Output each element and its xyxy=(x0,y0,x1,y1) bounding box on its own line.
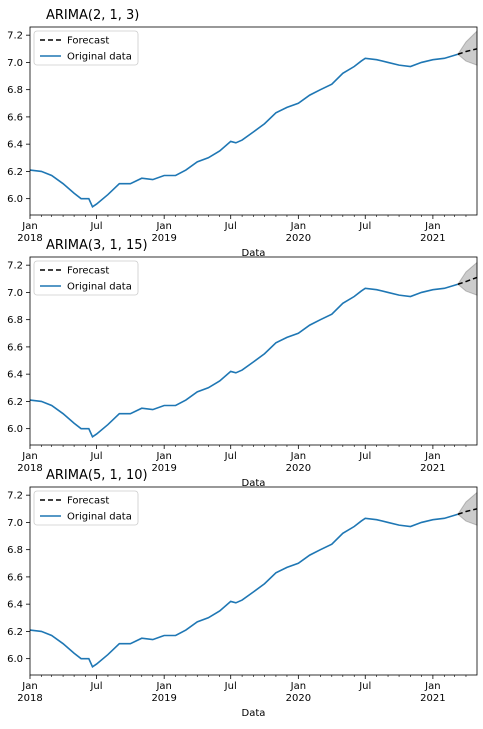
y-tick-label: 7.0 xyxy=(7,58,23,69)
y-tick-label: 6.4 xyxy=(7,600,23,611)
x-tick-month-label: Jul xyxy=(89,221,102,232)
x-tick-month-label: Jan xyxy=(155,681,171,692)
y-tick-label: 6.0 xyxy=(7,424,23,435)
x-tick-year-label: 2019 xyxy=(151,693,176,704)
x-tick-year-label: 2021 xyxy=(420,693,445,704)
x-tick-month-label: Jan xyxy=(290,221,306,232)
forecast-line xyxy=(457,508,478,515)
plot-frame xyxy=(29,26,478,216)
y-tick-label: 6.4 xyxy=(7,140,23,151)
x-tick-month-label: Jan xyxy=(21,451,37,462)
legend-forecast-label: Forecast xyxy=(67,266,109,277)
y-tick-label: 6.8 xyxy=(7,315,23,326)
y-tick-label: 6.2 xyxy=(7,397,23,408)
x-tick-year-label: 2021 xyxy=(420,233,445,244)
x-tick-month-label: Jul xyxy=(224,221,237,232)
x-tick-month-label: Jan xyxy=(290,451,306,462)
y-tick-label: 7.2 xyxy=(7,31,23,42)
x-tick-month-label: Jan xyxy=(424,451,440,462)
legend-original-label: Original data xyxy=(67,512,132,523)
chart-title: ARIMA(3, 1, 15) xyxy=(46,238,148,253)
y-tick-label: 6.8 xyxy=(7,545,23,556)
original-data-line xyxy=(29,53,459,209)
x-tick-year-label: 2020 xyxy=(286,693,311,704)
y-tick-label: 6.2 xyxy=(7,627,23,638)
x-tick-year-label: 2018 xyxy=(17,233,42,244)
x-tick-year-label: 2020 xyxy=(286,463,311,474)
plot-frame xyxy=(29,486,478,676)
chart-panel-2: ARIMA(3, 1, 15)6.06.26.46.66.87.07.2Jan2… xyxy=(7,238,478,489)
chart-panel-3: ARIMA(5, 1, 10)6.06.26.46.66.87.07.2Jan2… xyxy=(7,468,478,719)
x-tick-month-label: Jan xyxy=(155,451,171,462)
legend: Forecast Original data xyxy=(33,30,139,66)
forecast-line xyxy=(457,48,478,55)
legend: Forecast Original data xyxy=(33,490,139,526)
legend-forecast-label: Forecast xyxy=(67,36,109,47)
forecast-line xyxy=(457,276,478,285)
x-tick-month-label: Jan xyxy=(424,681,440,692)
y-tick-label: 7.0 xyxy=(7,288,23,299)
legend-original-label: Original data xyxy=(67,52,132,63)
x-tick-month-label: Jan xyxy=(21,221,37,232)
x-tick-month-label: Jul xyxy=(358,221,371,232)
x-axis-label: Data xyxy=(242,478,266,489)
legend: Forecast Original data xyxy=(33,260,139,296)
original-data-line xyxy=(29,283,459,439)
y-tick-label: 6.6 xyxy=(7,342,23,353)
y-tick-label: 6.4 xyxy=(7,370,23,381)
x-tick-month-label: Jul xyxy=(224,681,237,692)
legend-forecast-label: Forecast xyxy=(67,496,109,507)
y-tick-label: 6.0 xyxy=(7,654,23,665)
chart-title: ARIMA(5, 1, 10) xyxy=(46,468,148,483)
x-tick-month-label: Jul xyxy=(89,681,102,692)
x-tick-year-label: 2019 xyxy=(151,233,176,244)
plot-frame xyxy=(29,256,478,446)
y-tick-label: 7.2 xyxy=(7,491,23,502)
x-tick-month-label: Jan xyxy=(290,681,306,692)
x-tick-year-label: 2021 xyxy=(420,463,445,474)
x-tick-month-label: Jul xyxy=(224,451,237,462)
x-tick-year-label: 2018 xyxy=(17,693,42,704)
x-tick-month-label: Jan xyxy=(424,221,440,232)
y-tick-label: 6.2 xyxy=(7,167,23,178)
chart-panel-1: ARIMA(2, 1, 3)6.06.26.46.66.87.07.2Jan20… xyxy=(7,8,478,259)
y-tick-label: 7.2 xyxy=(7,261,23,272)
y-tick-label: 7.0 xyxy=(7,518,23,529)
legend-original-label: Original data xyxy=(67,282,132,293)
y-tick-label: 6.6 xyxy=(7,112,23,123)
y-tick-label: 6.6 xyxy=(7,572,23,583)
chart-title: ARIMA(2, 1, 3) xyxy=(46,8,139,23)
x-tick-year-label: 2019 xyxy=(151,463,176,474)
x-axis-label: Data xyxy=(242,248,266,259)
x-tick-month-label: Jul xyxy=(358,451,371,462)
x-tick-year-label: 2018 xyxy=(17,463,42,474)
x-tick-month-label: Jan xyxy=(21,681,37,692)
x-tick-month-label: Jul xyxy=(89,451,102,462)
x-tick-month-label: Jul xyxy=(358,681,371,692)
x-tick-year-label: 2020 xyxy=(286,233,311,244)
x-axis-label: Data xyxy=(242,708,266,719)
original-data-line xyxy=(29,513,459,669)
y-tick-label: 6.0 xyxy=(7,194,23,205)
y-tick-label: 6.8 xyxy=(7,85,23,96)
x-tick-month-label: Jan xyxy=(155,221,171,232)
